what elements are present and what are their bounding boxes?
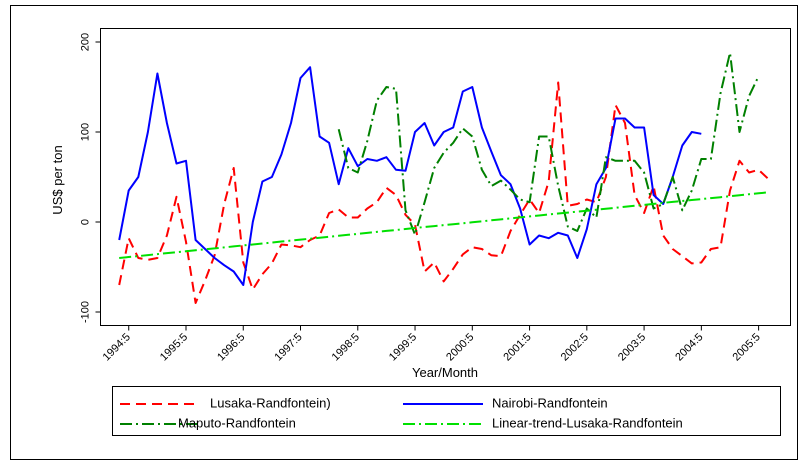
legend-label: Lusaka-Randfontein) (210, 395, 331, 410)
series-line (337, 51, 760, 236)
legend-label: Linear-trend-Lusaka-Randfontein (492, 415, 683, 430)
plot-area (100, 28, 791, 326)
y-tick-label: 100 (80, 123, 92, 141)
y-tick-label: 200 (80, 33, 92, 51)
y-axis-title: US$ per ton (50, 145, 65, 214)
legend-label: Nairobi-Randfontein (492, 395, 608, 410)
y-tick-label: 0 (80, 219, 92, 225)
legend (112, 386, 781, 436)
series-line (118, 81, 769, 304)
legend-label: Maputo-Randfontein (178, 415, 296, 430)
x-axis-title: Year/Month (412, 365, 478, 380)
y-tick-label: -100 (80, 301, 92, 323)
